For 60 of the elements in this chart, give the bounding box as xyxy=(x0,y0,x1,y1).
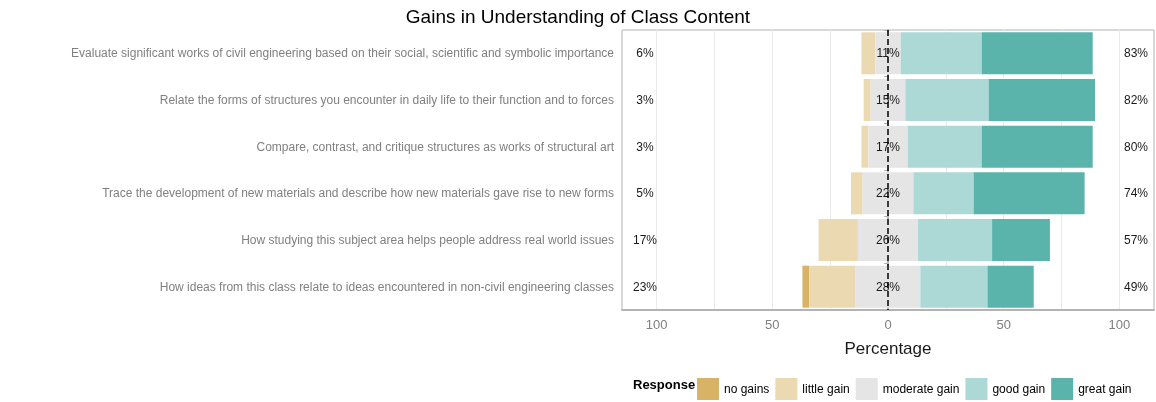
chart-title: Gains in Understanding of Class Content xyxy=(405,6,751,27)
bar xyxy=(987,265,1034,308)
data-label: 26% xyxy=(875,233,901,247)
y-tick-label: Relate the forms of structures you encounter in daily life to their function and to forces xyxy=(159,93,614,107)
y-tick-label: Evaluate significant works of civil engineering based on their social, scientific and symbolic importance xyxy=(71,46,615,61)
bar xyxy=(855,265,921,308)
bar xyxy=(868,125,908,168)
legend-label: good gain xyxy=(992,382,1046,396)
annotation: 6% xyxy=(636,46,654,61)
annotation: 80% xyxy=(1123,139,1149,154)
bar xyxy=(802,265,810,308)
annotation: 83% xyxy=(1123,46,1149,61)
bar xyxy=(988,79,1096,121)
data-label: 22% xyxy=(875,186,901,201)
bar xyxy=(918,219,993,261)
data-label: 11% xyxy=(876,46,900,61)
bar xyxy=(905,79,989,121)
legend-label: little gain xyxy=(802,382,850,396)
bar xyxy=(863,79,871,121)
bar xyxy=(973,172,1085,215)
data-label: 28% xyxy=(875,279,901,294)
bar xyxy=(809,265,856,308)
legend-label: moderate gain xyxy=(882,382,960,396)
annotation: 57% xyxy=(1123,233,1149,247)
bar xyxy=(920,265,988,308)
annotation: 5% xyxy=(636,186,654,201)
legend-label: no gains xyxy=(724,382,770,396)
annotation: 17% xyxy=(632,233,658,247)
bar xyxy=(861,32,876,75)
annotation: 3% xyxy=(636,93,654,107)
annotation: 23% xyxy=(632,279,658,294)
x-tick-label: 50 xyxy=(996,317,1011,332)
annotation: 82% xyxy=(1123,93,1149,107)
y-tick-label: Trace the development of new materials and describe how new materials gave rise to new forms xyxy=(102,186,614,201)
y-tick-label: How studying this subject area helps people address real world issues xyxy=(241,233,614,247)
legend-title: Response xyxy=(633,377,696,392)
bar xyxy=(857,219,919,261)
x-tick-label: 0 xyxy=(884,317,892,332)
data-label: 15% xyxy=(875,93,901,107)
x-axis-title: Percentage xyxy=(844,339,932,358)
bar xyxy=(913,172,974,215)
y-tick-label: How ideas from this class relate to ideas encountered in non-civil engineering classes xyxy=(159,279,614,294)
x-tick-label: 100 xyxy=(645,317,668,332)
bar xyxy=(861,125,869,168)
data-label: 17% xyxy=(875,139,901,154)
bar xyxy=(907,125,982,168)
bar xyxy=(862,172,914,215)
bar xyxy=(992,219,1050,261)
annotation: 74% xyxy=(1123,186,1149,201)
x-tick-label: 50 xyxy=(765,317,780,332)
bar xyxy=(981,32,1093,75)
bar xyxy=(900,32,982,75)
y-tick-label: Compare, contrast, and critique structures as works of structural art xyxy=(256,139,615,154)
bar xyxy=(818,219,858,261)
bar xyxy=(981,125,1093,168)
x-tick-label: 100 xyxy=(1108,317,1131,332)
annotation: 3% xyxy=(636,139,654,154)
legend-label: great gain xyxy=(1078,382,1132,396)
bar xyxy=(850,172,863,215)
annotation: 49% xyxy=(1123,279,1149,294)
